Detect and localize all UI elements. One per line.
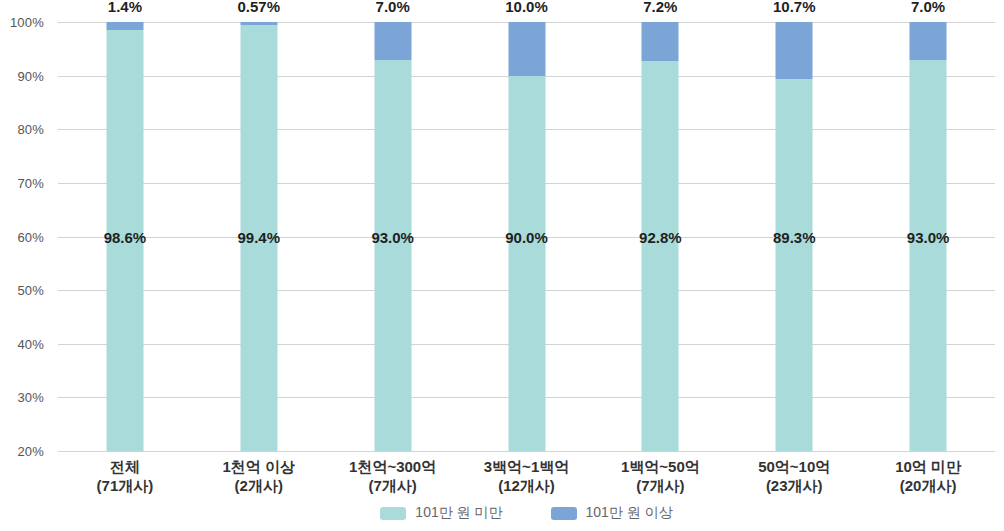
inner-bar-label: 90.0% [460,228,594,245]
above-bar-label: 10.0% [460,0,594,15]
category-name: 1천억 이상 [192,458,326,477]
y-axis-tick-label: 40% [17,336,44,351]
segment-over-101 [508,22,545,76]
bar-columns: 1.4% 98.6% 0.57% 99.4% 7.0% 93.0% 10.0% … [58,22,995,451]
above-bar-label: 0.57% [192,0,326,15]
y-axis-tick-label: 20% [17,444,44,459]
segment-over-101 [374,22,411,60]
category-count: (12개사) [460,477,594,496]
inner-bar-label: 92.8% [593,228,727,245]
bar-column: 7.0% 93.0% [861,22,995,451]
legend-label: 101만 원 이상 [586,504,673,522]
category-name: 10억 미만 [861,458,995,477]
y-axis-tick-label: 90% [17,68,44,83]
above-bar-label: 1.4% [58,0,192,15]
category-name: 50억~10억 [727,458,861,477]
gridline [58,451,995,452]
segment-under-101 [910,60,947,451]
category-label: 전체 (71개사) [58,458,192,496]
bar-column: 10.0% 90.0% [460,22,594,451]
segment-under-101 [374,60,411,451]
above-bar-label: 7.0% [861,0,995,15]
legend: 101만 원 미만 101만 원 이상 [58,504,995,522]
y-axis-tick-label: 50% [17,283,44,298]
above-bar-label: 7.0% [326,0,460,15]
y-axis-tick-label: 60% [17,229,44,244]
legend-item: 101만 원 미만 [380,504,502,522]
legend-item: 101만 원 이상 [551,504,673,522]
inner-bar-label: 93.0% [861,228,995,245]
segment-over-101 [910,22,947,60]
category-count: (20개사) [861,477,995,496]
category-count: (71개사) [58,477,192,496]
inner-bar-label: 93.0% [326,228,460,245]
category-label: 3백억~1백억 (12개사) [460,458,594,496]
bar-column: 7.2% 92.8% [593,22,727,451]
segment-under-101 [642,61,679,451]
category-count: (7개사) [326,477,460,496]
category-label: 50억~10억 (23개사) [727,458,861,496]
legend-swatch-icon [551,507,577,520]
above-bar-label: 7.2% [593,0,727,15]
category-label: 1천억~300억 (7개사) [326,458,460,496]
inner-bar-label: 99.4% [192,228,326,245]
legend-label: 101만 원 미만 [415,504,502,522]
y-axis-tick-label: 80% [17,122,44,137]
y-axis-tick-label: 100% [10,15,44,30]
category-label: 10억 미만 (20개사) [861,458,995,496]
category-name: 1천억~300억 [326,458,460,477]
y-axis-tick-label: 70% [17,175,44,190]
segment-under-101 [776,79,813,451]
category-count: (7개사) [593,477,727,496]
bar-column: 10.7% 89.3% [727,22,861,451]
y-axis: 100%90%80%70%60%50%40%30%20% [0,22,50,451]
inner-bar-label: 89.3% [727,228,861,245]
segment-over-101 [106,22,143,30]
category-count: (23개사) [727,477,861,496]
above-bar-label: 10.7% [727,0,861,15]
bar-column: 0.57% 99.4% [192,22,326,451]
legend-swatch-icon [380,507,406,520]
bar-column: 1.4% 98.6% [58,22,192,451]
segment-over-101 [642,22,679,61]
category-count: (2개사) [192,477,326,496]
segment-over-101 [776,22,813,79]
stacked-bar-chart: 100% 90% 80% 70% 60% 50% 40% 30% 20% 1.4% 98.6% … [0,0,1004,531]
bar-column: 7.0% 93.0% [326,22,460,451]
segment-under-101 [508,76,545,451]
inner-bar-label: 98.6% [58,228,192,245]
x-axis: 전체 (71개사) 1천억 이상 (2개사) 1천억~300억 (7개사) 3백… [58,458,995,496]
category-name: 전체 [58,458,192,477]
category-name: 1백억~50억 [593,458,727,477]
category-name: 3백억~1백억 [460,458,594,477]
category-label: 1백억~50억 (7개사) [593,458,727,496]
plot-area: 1.4% 98.6% 0.57% 99.4% 7.0% 93.0% 10.0% … [58,22,995,451]
y-axis-tick-label: 30% [17,390,44,405]
category-label: 1천억 이상 (2개사) [192,458,326,496]
